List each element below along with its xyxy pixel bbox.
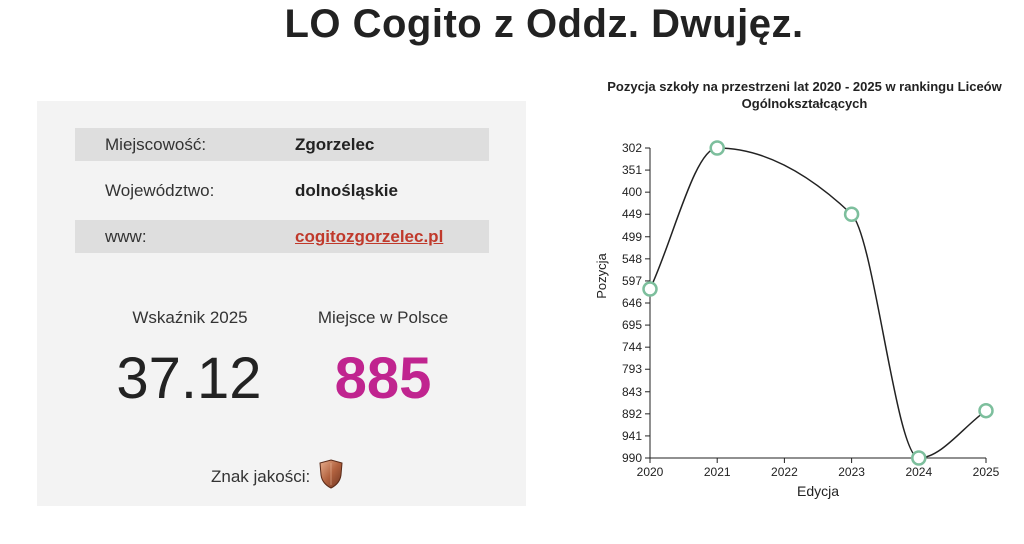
y-tick-label: 449 bbox=[622, 207, 642, 221]
info-row-website: www: cogitozgorzelec.pl bbox=[75, 220, 489, 253]
data-point-2024 bbox=[911, 450, 927, 466]
bronze-shield-icon bbox=[318, 459, 344, 494]
index-value: 37.12 bbox=[116, 346, 262, 411]
y-tick-label: 744 bbox=[622, 340, 642, 354]
x-tick-label: 2021 bbox=[704, 465, 731, 479]
y-tick-label: 990 bbox=[622, 451, 642, 465]
x-tick-label: 2024 bbox=[905, 465, 932, 479]
voivodeship-value: dolnośląskie bbox=[295, 180, 398, 200]
data-points bbox=[642, 140, 994, 466]
x-tick-label: 2025 bbox=[973, 465, 1000, 479]
chart-svg: 302 351 400 449 499 548 597 646 695 744 793 843 892 9… bbox=[594, 140, 1000, 499]
y-tick-label: 695 bbox=[622, 318, 642, 332]
quality-mark: Znak jakości: bbox=[211, 459, 344, 494]
y-tick-label: 892 bbox=[622, 407, 642, 421]
rank-label: Miejsce w Polsce bbox=[317, 308, 449, 327]
y-axis-title: Pozycja bbox=[594, 252, 609, 298]
y-tick-label: 941 bbox=[622, 429, 642, 443]
website-label: www: bbox=[105, 226, 147, 246]
website-link[interactable]: cogitozgorzelec.pl bbox=[295, 226, 444, 246]
y-axis: 302 351 400 449 499 548 597 646 695 744 793 843 892 9… bbox=[622, 141, 651, 465]
x-tick-label: 2023 bbox=[838, 465, 865, 479]
city-value: Zgorzelec bbox=[295, 134, 375, 154]
y-tick-label: 548 bbox=[622, 252, 642, 266]
x-axis-title: Edycja bbox=[797, 483, 839, 499]
x-tick-label: 2020 bbox=[637, 465, 664, 479]
y-tick-label: 843 bbox=[622, 385, 642, 399]
index-label: Wskaźnik 2025 bbox=[132, 308, 248, 327]
y-tick-label: 351 bbox=[622, 163, 642, 177]
voivodeship-label: Województwo: bbox=[105, 180, 215, 200]
school-info-card: Miejscowość: Zgorzelec Województwo: doln… bbox=[37, 101, 526, 506]
y-tick-label: 302 bbox=[622, 141, 642, 155]
y-tick-label: 793 bbox=[622, 362, 642, 376]
info-row-city: Miejscowość: Zgorzelec bbox=[75, 128, 489, 161]
page-title: LO Cogito z Oddz. Dwujęz. bbox=[284, 2, 804, 46]
rank-value: 885 bbox=[334, 346, 432, 411]
chart-title: Pozycja szkoły na przestrzeni lat 2020 -… bbox=[607, 79, 1002, 111]
data-point-2020 bbox=[642, 281, 658, 297]
x-tick-label: 2022 bbox=[771, 465, 798, 479]
series-line bbox=[649, 147, 987, 459]
y-tick-label: 597 bbox=[622, 274, 642, 288]
data-point-2021 bbox=[709, 140, 725, 156]
y-tick-label: 646 bbox=[622, 296, 642, 310]
y-tick-label: 499 bbox=[622, 230, 642, 244]
ranking-chart: Pozycja szkoły na przestrzeni lat 2020 -… bbox=[585, 76, 1024, 516]
data-point-2023 bbox=[843, 206, 860, 222]
quality-label: Znak jakości: bbox=[211, 466, 311, 486]
city-label: Miejscowość: bbox=[105, 134, 207, 154]
data-point-2025 bbox=[978, 402, 994, 419]
x-axis: 2020 2021 2022 2023 2024 2025 bbox=[637, 457, 1000, 479]
y-tick-label: 400 bbox=[622, 185, 642, 199]
info-row-voivodeship: Województwo: dolnośląskie bbox=[75, 174, 489, 207]
